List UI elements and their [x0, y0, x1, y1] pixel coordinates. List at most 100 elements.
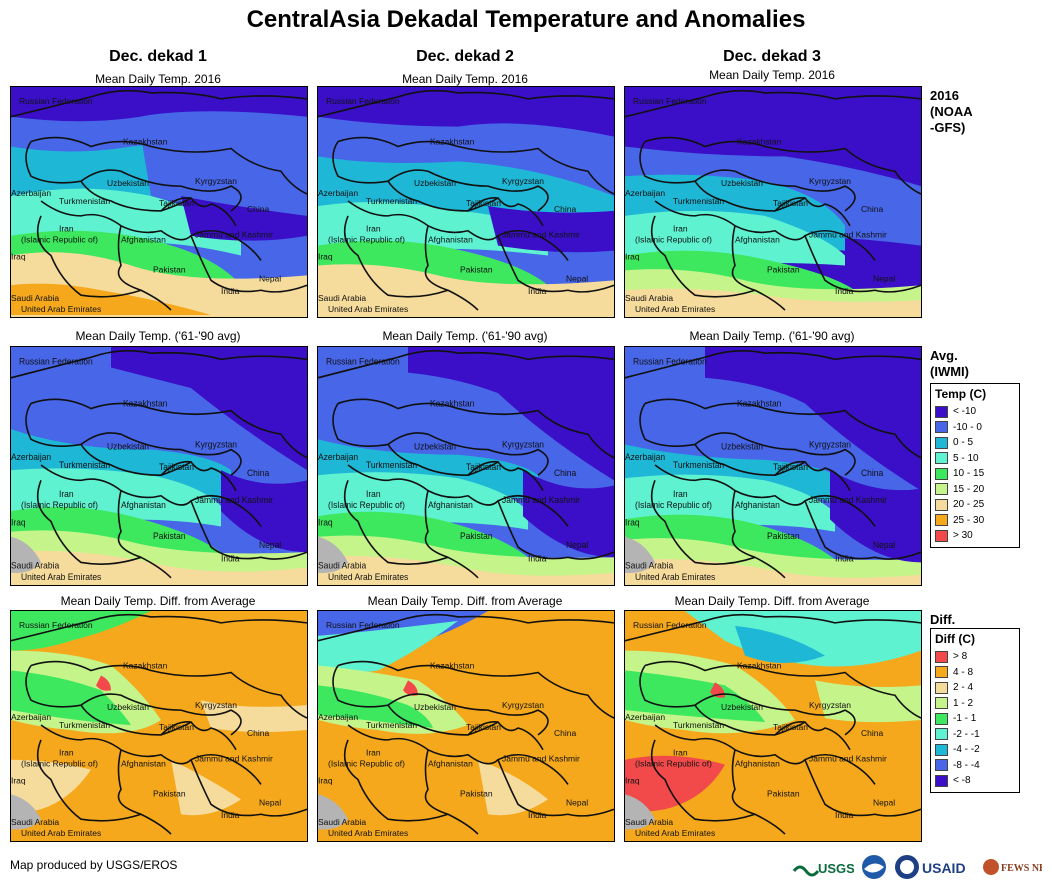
legend-label: 25 - 30 — [953, 514, 985, 526]
country-border — [347, 200, 569, 261]
country-label-tajikistan: Tajikistan — [159, 462, 194, 472]
country-label-kyrgyzstan: Kyrgyzstan — [809, 176, 851, 186]
country-label-tajikistan: Tajikistan — [466, 722, 501, 732]
map-canvas: Russian Federation Kazakhstan Uzbekistan Ky… — [318, 347, 614, 585]
legend-item: < -10 — [935, 404, 1015, 420]
country-border — [25, 141, 242, 212]
country-label-afghanistan: Afghanistan — [428, 500, 473, 510]
country-label-azerbaijan: Azerbaijan — [11, 452, 51, 462]
map-canvas: Russian Federation Kazakhstan Uzbekistan Ky… — [11, 347, 307, 585]
map-color-region — [625, 794, 655, 830]
country-label-russia: Russian Federation — [326, 620, 400, 630]
map-canvas: Russian Federation Kazakhstan Uzbekistan Ky… — [318, 87, 614, 317]
usaid-logo: USAID — [895, 855, 966, 879]
map-subtitle: Mean Daily Temp. ('61-'90 avg) — [382, 329, 548, 343]
country-label-pakistan: Pakistan — [153, 264, 186, 274]
legend-item: 2 - 4 — [935, 680, 1015, 696]
map-color-region — [705, 347, 921, 491]
country-label-uae: United Arab Emirates — [21, 828, 101, 838]
country-label-iran1: Iran — [59, 748, 74, 758]
country-label-azerbaijan: Azerbaijan — [318, 452, 358, 462]
country-border — [731, 225, 786, 311]
legend-label: -2 - -1 — [953, 728, 980, 740]
country-border — [650, 739, 756, 822]
column-header-dekad-2: Dec. dekad 2 — [416, 48, 514, 65]
country-border — [337, 660, 614, 719]
country-label-kyrgyzstan: Kyrgyzstan — [195, 176, 237, 186]
country-label-iraq: Iraq — [625, 252, 640, 262]
country-label-turkmenistan: Turkmenistan — [673, 720, 724, 730]
country-label-tajikistan: Tajikistan — [773, 722, 808, 732]
country-label-turkmenistan: Turkmenistan — [59, 720, 110, 730]
country-label-india: India — [528, 286, 547, 296]
country-label-nepal: Nepal — [259, 273, 281, 283]
country-border — [36, 480, 142, 565]
country-border — [11, 89, 307, 118]
country-label-jammu: Jammu and Kashmir — [809, 230, 887, 240]
page-title: CentralAsia Dekadal Temperature and Anom… — [246, 6, 806, 33]
country-border — [30, 660, 307, 719]
map-credit: Map produced by USGS/EROS — [10, 858, 178, 872]
legend-label: 4 - 8 — [953, 666, 974, 678]
country-label-uzbekistan: Uzbekistan — [414, 441, 456, 451]
legend-item: 25 - 30 — [935, 513, 1015, 529]
map-color-region — [625, 755, 725, 812]
country-border — [332, 402, 549, 476]
country-border — [654, 200, 876, 261]
map-color-region — [318, 794, 348, 830]
map-color-region — [478, 759, 548, 816]
country-label-jammu: Jammu and Kashmir — [502, 230, 580, 240]
legend-label: -4 - -2 — [953, 744, 980, 756]
country-label-kyrgyzstan: Kyrgyzstan — [502, 700, 544, 710]
legend-item: 0 - 5 — [935, 435, 1015, 451]
country-label-jammu: Jammu and Kashmir — [195, 754, 273, 764]
country-label-saudi: Saudi Arabia — [318, 293, 366, 303]
country-label-india: India — [221, 553, 240, 563]
country-label-russia: Russian Federation — [633, 96, 707, 106]
legend-item: 10 - 15 — [935, 466, 1015, 482]
country-label-saudi: Saudi Arabia — [625, 560, 673, 570]
country-label-uzbekistan: Uzbekistan — [107, 702, 149, 712]
country-label-tajikistan: Tajikistan — [159, 198, 194, 208]
country-label-kazakhstan: Kazakhstan — [430, 661, 475, 671]
country-border — [644, 136, 921, 195]
country-border — [644, 398, 921, 459]
country-border — [694, 704, 806, 736]
legend-item: -8 - -4 — [935, 758, 1015, 774]
country-label-uae: United Arab Emirates — [328, 304, 408, 314]
country-border — [190, 759, 307, 817]
legend-swatch — [935, 774, 948, 787]
country-border — [774, 197, 851, 227]
country-label-afghanistan: Afghanistan — [428, 235, 473, 245]
legend-title: Diff (C) — [935, 632, 975, 646]
legend-swatch — [935, 436, 948, 449]
map-diff-dekad-1: Russian Federation Kazakhstan Uzbekistan Ky… — [10, 610, 308, 842]
country-label-afghanistan: Afghanistan — [121, 759, 166, 769]
map-color-region — [141, 136, 307, 231]
legend-label: > 8 — [953, 651, 968, 663]
map-color-region — [181, 196, 307, 241]
country-label-pakistan: Pakistan — [460, 531, 493, 541]
country-label-uae: United Arab Emirates — [328, 828, 408, 838]
map-color-region — [625, 558, 921, 585]
country-label-iran2: (Islamic Republic of) — [328, 500, 405, 510]
map-color-region — [11, 87, 307, 122]
usgs-logo: USGS — [792, 861, 854, 877]
country-label-pakistan: Pakistan — [460, 788, 493, 798]
legend-swatch — [935, 759, 948, 772]
country-label-iraq: Iraq — [625, 517, 640, 527]
country-border — [11, 350, 307, 379]
country-border — [497, 235, 614, 293]
country-label-india: India — [221, 810, 240, 820]
country-label-iraq: Iraq — [625, 776, 640, 786]
country-label-russia: Russian Federation — [19, 620, 93, 630]
country-label-afghanistan: Afghanistan — [121, 235, 166, 245]
map-color-region — [318, 87, 614, 137]
legend-item: < -8 — [935, 773, 1015, 789]
map-avg-dekad-3: Russian Federation Kazakhstan Uzbekistan Ky… — [624, 346, 922, 586]
country-label-azerbaijan: Azerbaijan — [625, 188, 665, 198]
partner-logos: USGS USAID FEWS NET — [792, 852, 1042, 882]
country-border — [347, 464, 569, 527]
country-label-iraq: Iraq — [11, 776, 26, 786]
country-border — [36, 739, 142, 822]
